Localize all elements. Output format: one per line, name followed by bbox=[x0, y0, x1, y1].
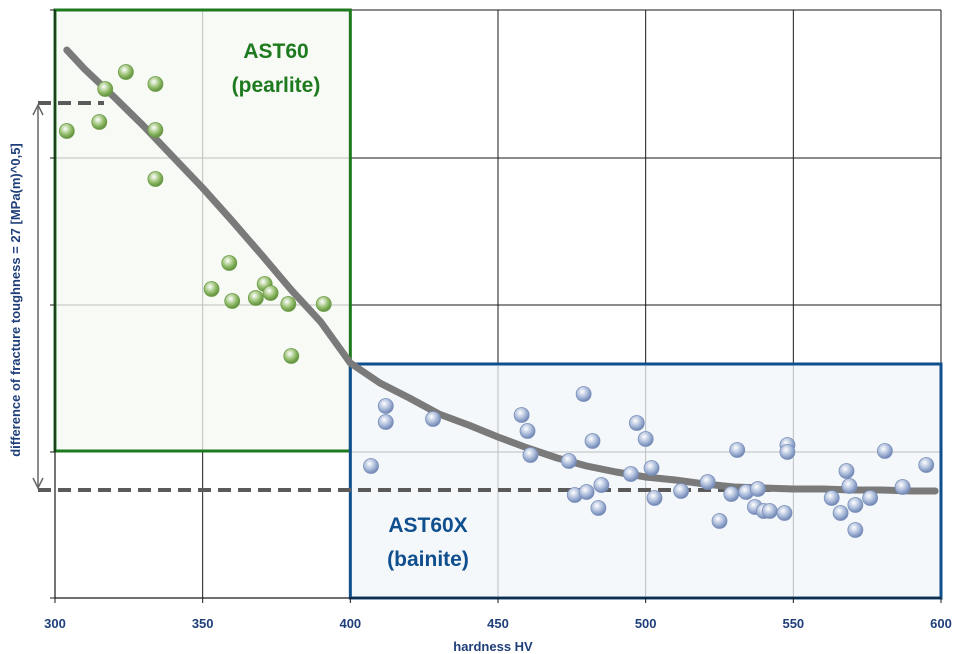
data-point-pearlite bbox=[147, 171, 164, 187]
y-axis-label: difference of fracture toughness = 27 [M… bbox=[8, 143, 23, 457]
data-point-bainite bbox=[918, 457, 935, 473]
data-point-bainite bbox=[363, 458, 379, 474]
data-point-bainite bbox=[847, 522, 864, 538]
data-point-bainite bbox=[560, 453, 577, 469]
data-point-bainite bbox=[761, 503, 778, 519]
data-point-bainite bbox=[637, 431, 654, 447]
data-point-bainite bbox=[711, 513, 728, 529]
trend-line-group bbox=[63, 46, 939, 495]
region-label-name: AST60X bbox=[388, 514, 467, 537]
data-point-bainite bbox=[643, 460, 660, 476]
data-point-bainite bbox=[823, 490, 840, 506]
material-regions bbox=[53, 8, 943, 600]
data-point-pearlite bbox=[58, 123, 75, 139]
data-point-bainite bbox=[749, 481, 766, 497]
region-box-2 bbox=[348, 362, 943, 600]
region-label-name: AST60 bbox=[243, 40, 308, 63]
data-point-bainite bbox=[377, 414, 394, 430]
region-labels: AST60 (pearlite) AST60X (bainite) bbox=[232, 40, 469, 571]
data-point-bainite bbox=[673, 483, 690, 499]
region-label-phase: (pearlite) bbox=[232, 74, 321, 97]
data-point-bainite bbox=[841, 478, 858, 494]
data-point-pearlite bbox=[315, 296, 332, 312]
x-tick-label: 400 bbox=[339, 616, 361, 631]
data-point-bainite bbox=[519, 423, 536, 439]
data-point-pearlite bbox=[247, 290, 264, 306]
data-point-pearlite bbox=[147, 76, 164, 92]
data-point-pearlite bbox=[262, 285, 279, 301]
data-points bbox=[58, 64, 935, 538]
data-point-bainite bbox=[832, 505, 849, 521]
data-point-bainite bbox=[723, 486, 740, 502]
arrowhead-down-icon bbox=[32, 477, 44, 490]
arrowhead-up-icon bbox=[32, 103, 44, 116]
data-point-bainite bbox=[862, 490, 879, 506]
x-tick-label: 350 bbox=[192, 616, 214, 631]
trend-line bbox=[63, 46, 939, 495]
axes: 300 350 400 450 500 550 600 bbox=[44, 9, 952, 631]
x-tick-label: 300 bbox=[44, 616, 66, 631]
data-point-bainite bbox=[522, 447, 539, 463]
data-point-bainite bbox=[575, 386, 592, 402]
data-point-pearlite bbox=[280, 296, 297, 312]
x-axis-label: hardness HV bbox=[453, 639, 533, 654]
data-point-bainite bbox=[425, 411, 441, 427]
data-point-bainite bbox=[590, 500, 607, 516]
data-point-pearlite bbox=[283, 348, 300, 364]
data-point-bainite bbox=[578, 484, 595, 500]
data-point-pearlite bbox=[97, 81, 114, 97]
data-point-pearlite bbox=[221, 255, 238, 271]
data-point-pearlite bbox=[203, 281, 220, 297]
data-point-bainite bbox=[699, 474, 716, 490]
x-tick-label: 550 bbox=[782, 616, 804, 631]
data-point-bainite bbox=[623, 466, 639, 482]
data-point-pearlite bbox=[91, 114, 108, 130]
data-point-bainite bbox=[628, 415, 645, 431]
data-point-bainite bbox=[894, 479, 911, 495]
data-point-bainite bbox=[729, 442, 746, 458]
data-point-bainite bbox=[847, 497, 864, 513]
data-point-bainite bbox=[513, 407, 530, 423]
data-point-bainite bbox=[377, 398, 394, 414]
data-point-pearlite bbox=[147, 122, 164, 138]
data-point-bainite bbox=[593, 477, 610, 493]
data-point-pearlite bbox=[117, 64, 134, 80]
data-point-bainite bbox=[779, 444, 796, 460]
data-point-bainite bbox=[584, 433, 601, 449]
data-point-bainite bbox=[838, 463, 855, 479]
region-label-phase: (bainite) bbox=[387, 548, 469, 571]
data-point-bainite bbox=[776, 505, 793, 521]
x-tick-label: 600 bbox=[930, 616, 952, 631]
x-tick-label: 450 bbox=[487, 616, 509, 631]
data-point-bainite bbox=[876, 443, 893, 459]
data-point-pearlite bbox=[224, 293, 241, 309]
x-tick-label: 500 bbox=[635, 616, 657, 631]
data-point-bainite bbox=[646, 490, 663, 506]
